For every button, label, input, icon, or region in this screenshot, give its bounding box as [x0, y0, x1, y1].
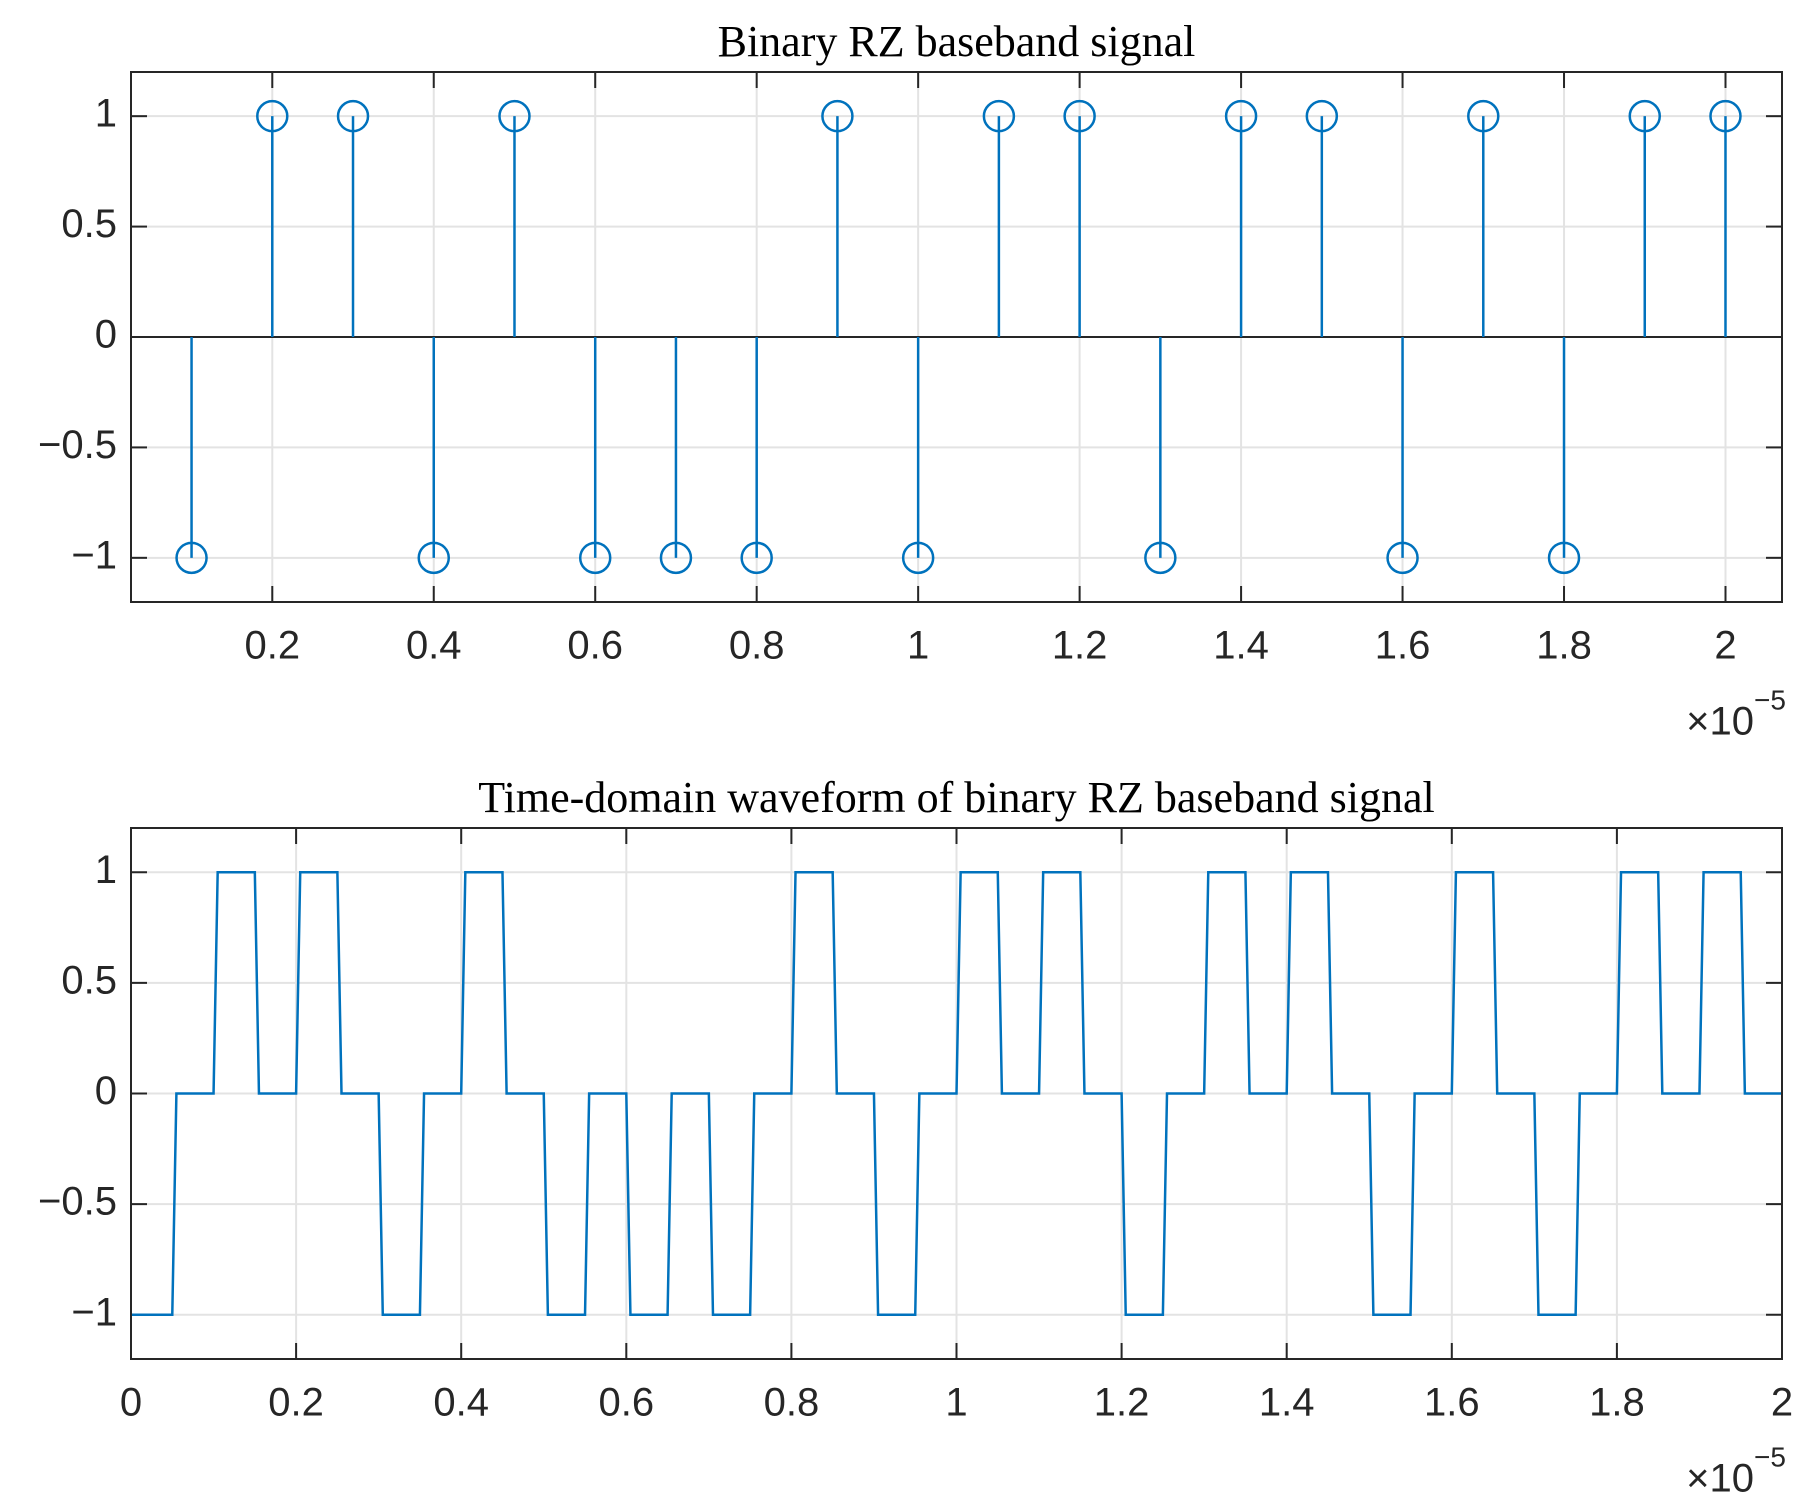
- x-tick-label: 0.2: [244, 624, 300, 668]
- stem-marker: [498, 99, 531, 133]
- y-tick-label: 1: [95, 92, 117, 136]
- stem-marker: [1709, 99, 1742, 133]
- stem-marker: [256, 99, 289, 133]
- chart-title: Time-domain waveform of binary RZ baseba…: [478, 773, 1434, 822]
- stem-marker: [1144, 541, 1177, 575]
- x-tick-label: 1.2: [1052, 624, 1108, 668]
- y-tick-label: −1: [71, 533, 117, 577]
- y-tick-label: 1: [95, 848, 117, 892]
- x-exponent: −5: [1754, 1441, 1786, 1472]
- stem-marker: [1547, 541, 1581, 575]
- x-tick-label: 1.8: [1589, 1381, 1645, 1425]
- y-tick-label: −0.5: [38, 423, 117, 467]
- x-tick-label: 0.4: [433, 1381, 489, 1425]
- x-tick-label: 0.6: [598, 1381, 654, 1425]
- x-tick-label: 0.8: [729, 624, 785, 668]
- y-tick-label: 0.5: [61, 202, 117, 246]
- x-tick-label: 0: [120, 1381, 142, 1425]
- stem-marker: [1224, 99, 1258, 133]
- stem-marker: [982, 99, 1016, 133]
- axes-box: [130, 71, 1783, 603]
- stem-marker: [1063, 99, 1096, 133]
- x-tick-label: 2: [1771, 1381, 1793, 1425]
- stem-marker: [901, 541, 935, 575]
- x-tick-label: 1: [945, 1381, 967, 1425]
- x-tick-label: 1.8: [1536, 624, 1592, 668]
- stem-marker: [578, 541, 612, 575]
- waveform-line: [131, 871, 1782, 1316]
- axes-box: [130, 827, 1783, 1360]
- stem-marker: [1305, 99, 1339, 133]
- x-tick-label: 1: [907, 624, 929, 668]
- stem-marker: [659, 541, 693, 575]
- x-tick-label: 1.2: [1094, 1381, 1150, 1425]
- x-tick-label: 2: [1714, 624, 1736, 668]
- x-tick-label: 1.4: [1259, 1381, 1315, 1425]
- stem-marker: [1386, 541, 1419, 575]
- stem-marker: [1467, 99, 1500, 133]
- stem-marker: [336, 99, 370, 133]
- x-multiplier: ×10: [1686, 1457, 1754, 1501]
- x-tick-label: 0.2: [268, 1381, 324, 1425]
- stem-marker: [740, 541, 773, 575]
- y-tick-label: −1: [71, 1290, 117, 1334]
- x-tick-label: 0.8: [764, 1381, 820, 1425]
- x-tick-label: 1.4: [1213, 624, 1269, 668]
- stem-marker: [417, 541, 451, 575]
- chart-title: Binary RZ baseband signal: [718, 17, 1196, 66]
- x-exponent: −5: [1754, 684, 1786, 715]
- x-tick-label: 1.6: [1424, 1381, 1480, 1425]
- stem-marker: [175, 541, 208, 575]
- stem-marker: [821, 99, 854, 133]
- x-tick-label: 0.6: [567, 624, 623, 668]
- y-tick-label: 0: [95, 1069, 117, 1113]
- x-multiplier: ×10: [1686, 700, 1754, 744]
- x-tick-label: 1.6: [1375, 624, 1431, 668]
- x-tick-label: 0.4: [406, 624, 462, 668]
- stem-marker: [1628, 99, 1662, 133]
- y-tick-label: 0.5: [61, 958, 117, 1002]
- y-tick-label: −0.5: [38, 1180, 117, 1224]
- y-tick-label: 0: [95, 313, 117, 357]
